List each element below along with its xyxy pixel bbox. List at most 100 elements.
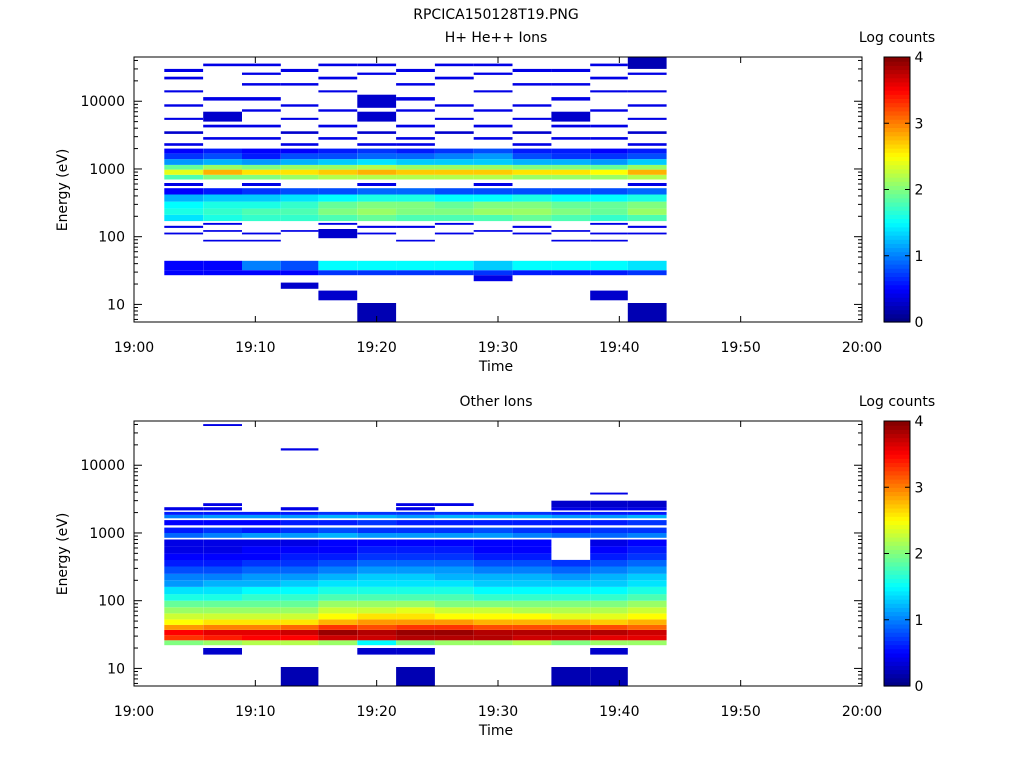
colorbar-tick-label: 3 [915, 116, 924, 132]
heatmap-cell [434, 511, 474, 515]
colorbar-segment [884, 644, 910, 650]
colorbar-segment [884, 661, 910, 666]
heatmap-cell [551, 594, 591, 601]
heatmap-cell [627, 619, 667, 625]
heatmap-cell [434, 174, 474, 180]
colorbar-tick-label: 4 [915, 414, 924, 430]
heatmap-cell [627, 270, 667, 276]
heatmap-cell [242, 527, 281, 533]
heatmap-cell [627, 640, 667, 646]
heatmap-cell [551, 533, 591, 538]
heatmap-cell [512, 260, 552, 271]
colorbar-segment [884, 516, 910, 521]
heatmap-cell [473, 164, 513, 170]
colorbar-segment [884, 214, 910, 220]
heatmap-cell [473, 539, 513, 547]
y-tick-label: 10000 [80, 94, 125, 110]
colorbar-segment [884, 313, 910, 319]
heatmap-cell [627, 600, 667, 608]
heatmap-cell [627, 143, 667, 146]
heatmap-cell [396, 260, 435, 271]
heatmap-cells [164, 57, 667, 322]
heatmap-cell [434, 613, 474, 620]
heatmap-cell [627, 194, 667, 202]
heatmap-cell [203, 546, 242, 554]
heatmap-cell [590, 613, 628, 620]
heatmap-cell [434, 594, 474, 601]
heatmap-cell [512, 159, 552, 165]
colorbar-segment [884, 255, 910, 261]
heatmap-cell [242, 514, 281, 519]
heatmap-cell [434, 131, 474, 134]
heatmap-cell [512, 214, 552, 222]
heatmap-cell [396, 201, 435, 209]
colorbar-segment [884, 259, 910, 265]
heatmap-cell [434, 63, 474, 67]
heatmap-cell [280, 533, 319, 538]
heatmap-cell [280, 520, 319, 526]
colorbar-segment [884, 106, 910, 112]
y-tick-label: 1000 [89, 162, 125, 178]
heatmap-cell [203, 580, 242, 587]
heatmap-cell [318, 153, 358, 160]
heatmap-cell [280, 270, 319, 276]
heatmap-cell [512, 546, 552, 554]
colorbar-segment [884, 114, 910, 120]
heatmap-cell [590, 507, 628, 511]
heatmap-cell [280, 104, 319, 107]
colorbar-segment [884, 172, 910, 178]
colorbar-segment [884, 160, 910, 166]
heatmap-cell [627, 260, 667, 271]
heatmap-cell [627, 539, 667, 547]
heatmap-cell [242, 613, 281, 620]
heatmap-cell [318, 600, 358, 608]
heatmap-cell [627, 72, 667, 75]
heatmap-cell [318, 148, 358, 154]
heatmap-cell [590, 222, 628, 225]
heatmap-cell [473, 640, 513, 646]
heatmap-cell [318, 539, 358, 547]
heatmap-cell [627, 201, 667, 209]
heatmap-cell [396, 613, 435, 620]
heatmap-cell [590, 169, 628, 175]
heatmap-cell [590, 164, 628, 170]
heatmap-cell [357, 188, 397, 195]
heatmap-cell [164, 624, 204, 630]
heatmap-cell [551, 153, 591, 160]
heatmap-cell [203, 594, 242, 601]
heatmap-cell [164, 629, 204, 636]
heatmap-cell [280, 600, 319, 608]
heatmap-cell [512, 573, 552, 581]
heatmap-cell [473, 607, 513, 614]
heatmap-cell [627, 232, 667, 235]
colorbar-segment [884, 284, 910, 290]
heatmap-cell [242, 159, 281, 165]
heatmap-cell [203, 169, 242, 175]
heatmap-cell [203, 635, 242, 641]
heatmap-cell [357, 194, 397, 202]
heatmap-cell [434, 188, 474, 195]
heatmap-cell [396, 573, 435, 581]
heatmap-cell [203, 586, 242, 595]
heatmap-cell [164, 169, 204, 175]
colorbar-segment [884, 168, 910, 174]
heatmap-cell [551, 600, 591, 608]
heatmap-cell [551, 148, 591, 154]
heatmap-cell [590, 553, 628, 560]
heatmap-cell [318, 174, 358, 180]
heatmap-cell [164, 539, 204, 547]
heatmap-cell [357, 586, 397, 595]
heatmap-cell [473, 169, 513, 175]
heatmap-cell [473, 90, 513, 93]
colorbar-label: Log counts [859, 30, 935, 46]
heatmap-cell [590, 137, 628, 140]
heatmap-cell [627, 573, 667, 581]
heatmap-cell [242, 270, 281, 276]
heatmap-cell [280, 230, 319, 232]
colorbar-segment [884, 528, 910, 534]
heatmap-cell [473, 72, 513, 75]
heatmap-cell [590, 635, 628, 641]
heatmap-cell [357, 111, 397, 122]
heatmap-cell [512, 607, 552, 614]
heatmap-cell [318, 514, 358, 519]
